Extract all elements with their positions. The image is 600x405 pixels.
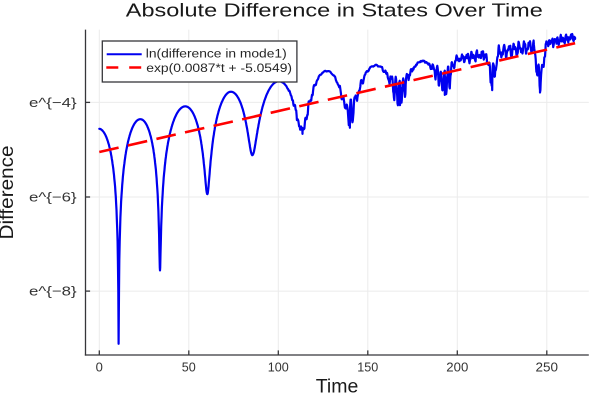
svg-text:100: 100 <box>268 360 289 375</box>
svg-text:e^{−6}: e^{−6} <box>29 189 77 204</box>
svg-text:200: 200 <box>446 360 468 375</box>
svg-text:Absolute Difference in States: Absolute Difference in States Over Time <box>126 0 543 20</box>
svg-text:Difference: Difference <box>0 146 18 240</box>
svg-text:ln(difference in mode1): ln(difference in mode1) <box>146 47 287 61</box>
svg-text:e^{−4}: e^{−4} <box>29 95 77 110</box>
svg-text:0: 0 <box>96 360 103 375</box>
svg-text:50: 50 <box>182 360 196 375</box>
svg-text:150: 150 <box>357 360 378 375</box>
svg-text:exp(0.0087*t + -5.0549): exp(0.0087*t + -5.0549) <box>146 61 292 75</box>
svg-text:e^{−8}: e^{−8} <box>29 284 77 299</box>
svg-text:Time: Time <box>316 376 359 398</box>
svg-text:250: 250 <box>536 360 559 375</box>
